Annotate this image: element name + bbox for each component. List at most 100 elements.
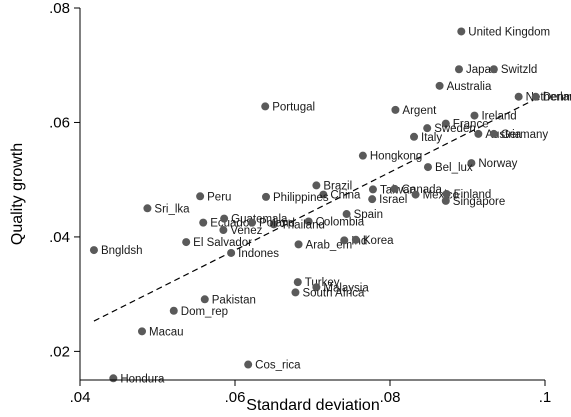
data-point-label: Bngldsh [101,245,143,257]
data-point-label: Peru [207,191,231,203]
data-point-label: Portugal [272,101,315,113]
data-point [138,327,146,336]
data-point-label: Finland [454,189,492,201]
data-point-label: Brazil [323,180,352,192]
data-point [423,124,432,133]
data-point-label: Venez [230,225,262,237]
data-point [244,360,253,369]
data-point-label: Sri_lka [154,203,190,215]
data-point-label: Colombia [316,216,365,228]
data-point [457,27,466,36]
data-point [441,119,450,128]
data-point-label: Poland [259,218,295,230]
data-point [304,217,313,226]
data-point [220,214,229,223]
data-point [489,129,498,138]
data-point-label: Germany [501,129,549,141]
data-point-label: Canada [402,184,443,196]
data-point-label: China [330,190,361,202]
data-point [219,226,228,235]
data-point-label: Hondura [120,373,165,385]
data-point [391,105,400,114]
data-point [368,185,377,194]
data-point [351,235,360,244]
data-point-label: El Salvador [193,237,252,249]
y-axis-title: Quality growth [9,143,26,245]
data-point-label: Malaysia [323,282,369,294]
data-point-label: Bel_lux [435,162,473,174]
data-point [109,374,118,383]
data-point [410,132,419,141]
data-point-label: Israel [379,194,407,206]
data-point [319,190,328,199]
fit-line [93,99,534,322]
data-point-label: Indones [238,248,279,260]
data-point [312,283,321,292]
data-point [248,218,257,227]
data-point-label: Switzld [501,64,537,76]
data-point-label: Sweden [434,123,476,135]
data-point [442,190,451,198]
data-point-label: France [453,119,489,131]
data-point [454,65,463,74]
x-tick-label: .06 [225,389,246,406]
data-point [411,190,420,199]
data-point-label: Korea [363,235,394,247]
data-point [261,102,270,111]
data-point [368,195,377,204]
y-tick-label: .06 [49,114,70,131]
data-point [514,92,523,101]
data-point [470,111,479,120]
data-point [293,278,302,287]
data-point-label: Denmark [543,92,571,104]
data-point [199,218,208,227]
axes-layer: .04 .06 .08 .1 .02 .04 .06 .08 [49,0,551,406]
data-point-label: Australia [447,81,492,93]
x-tick-label: .08 [380,389,401,406]
y-tick-label: .04 [49,229,70,246]
data-point-label: Pakistan [212,294,256,306]
data-point [531,92,540,101]
x-tick-label: .04 [70,389,91,406]
data-point-label: Macau [149,326,184,338]
data-point [262,192,270,201]
data-point [89,246,98,255]
data-point [291,288,300,297]
data-point [169,306,178,315]
data-point [423,163,432,172]
data-point-label: Dom_rep [181,306,228,318]
data-point [435,81,444,90]
data-point-label: United Kingdom [468,26,550,38]
data-point-label: Argent [402,105,437,117]
data-point-label: Spain [354,209,383,221]
data-point [294,240,303,249]
points-layer: United Kingdom Japan Switzld Australia Portu… [89,26,571,385]
data-point [390,184,399,193]
data-point-label: Italy [421,132,442,144]
data-point-label: Singapore [453,196,505,208]
data-point [467,159,476,168]
data-point [340,236,349,245]
data-point-label: Cos_rica [255,360,301,372]
data-point [441,196,450,205]
data-point [358,151,367,160]
data-point [227,248,236,257]
data-point [182,238,191,247]
y-tick-label: .08 [49,0,70,17]
y-tick-label: .02 [49,343,70,360]
data-point [143,204,152,213]
data-point [312,181,321,190]
data-point [196,192,205,201]
data-point [342,210,351,219]
data-point [200,295,209,304]
fit-layer [93,99,534,322]
x-axis-title: Standard deviation [246,397,379,414]
x-tick-label: .1 [539,389,552,406]
data-point [474,129,483,138]
data-point-label: Norway [478,158,517,170]
data-point-label: Thailand [281,219,325,231]
data-point-label: Arab_em [306,239,353,251]
data-point-label: South Africa [302,287,365,299]
